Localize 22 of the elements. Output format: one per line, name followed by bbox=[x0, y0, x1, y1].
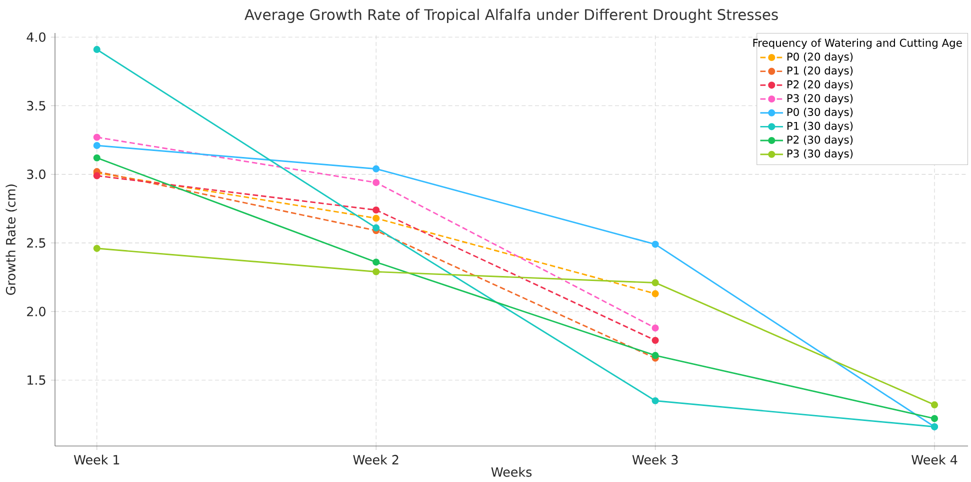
x-tick-label: Week 1 bbox=[74, 454, 120, 465]
x-axis-title: Weeks bbox=[491, 467, 532, 477]
chart-title: Average Growth Rate of Tropical Alfalfa under Different Drought Stresses bbox=[244, 8, 778, 23]
legend-label: P0 (20 days) bbox=[787, 52, 853, 63]
y-axis-title: Growth Rate (cm) bbox=[6, 184, 17, 295]
legend-label: P0 (30 days) bbox=[787, 108, 853, 118]
legend-title: Frequency of Watering and Cutting Age bbox=[753, 38, 962, 49]
legend-label: P2 (20 days) bbox=[787, 80, 853, 90]
y-tick-label: 1.5 bbox=[28, 375, 46, 385]
legend-label: P3 (20 days) bbox=[787, 94, 853, 104]
legend-label: P1 (20 days) bbox=[787, 66, 853, 77]
x-tick-label: Week 3 bbox=[632, 454, 678, 465]
x-tick-label: Week 4 bbox=[912, 454, 958, 465]
y-tick-label: 4.0 bbox=[26, 32, 46, 42]
y-tick-label: 3.0 bbox=[27, 170, 46, 180]
y-tick-label: 3.5 bbox=[27, 100, 46, 111]
y-tick-label: 2.5 bbox=[27, 238, 46, 248]
legend-label: P3 (30 days) bbox=[787, 149, 853, 160]
y-tick-label: 2.0 bbox=[27, 306, 46, 316]
legend-label: P2 (30 days) bbox=[787, 135, 853, 146]
legend-label: P1 (30 days) bbox=[787, 122, 853, 132]
x-tick-label: Week 2 bbox=[353, 454, 398, 465]
